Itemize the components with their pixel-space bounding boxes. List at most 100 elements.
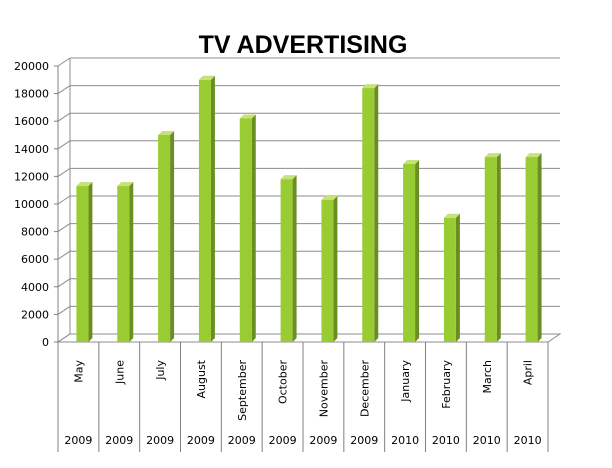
bar-front — [362, 88, 375, 342]
x-year-label: 2010 — [391, 434, 419, 447]
x-category-label: May — [72, 360, 85, 383]
bar-side — [537, 153, 542, 342]
x-category-label: August — [195, 359, 208, 398]
axis-layer: 0 2000 4000 6000 8000 10000 12000 14000 16000 180… — [14, 60, 562, 452]
gridline-depth — [57, 250, 71, 260]
bar-side — [333, 195, 338, 342]
bar-front — [158, 135, 171, 342]
y-tick-label: 0 — [42, 336, 49, 349]
y-tick-label: 18000 — [14, 88, 49, 101]
bar-top — [484, 153, 501, 158]
bar-top — [198, 75, 215, 80]
bar-front — [321, 199, 334, 342]
bar-top — [117, 182, 134, 187]
x-year-label: 2009 — [350, 434, 378, 447]
bar — [280, 175, 297, 342]
bar-side — [292, 175, 297, 342]
x-category-label: March — [481, 360, 494, 394]
y-tick-label: 20000 — [14, 60, 49, 73]
gridline-depth — [57, 195, 71, 205]
x-category-label: April — [522, 360, 535, 385]
chart-title: TV ADVERTISING — [199, 31, 408, 59]
bar-side — [374, 84, 379, 342]
x-year-label: 2009 — [105, 434, 133, 447]
bar-front — [443, 217, 456, 342]
x-category-label: February — [440, 360, 453, 409]
x-category-label: September — [236, 360, 249, 421]
bar — [484, 153, 501, 342]
x-year-label: 2009 — [64, 434, 92, 447]
bar — [525, 153, 542, 342]
gridline-depth — [57, 223, 71, 233]
gridline-depth — [57, 57, 71, 67]
bar-top — [158, 131, 175, 135]
x-category-label: June — [113, 360, 126, 385]
gridline-depth — [57, 305, 71, 315]
x-year-label: 2009 — [146, 434, 174, 447]
y-tick-label: 14000 — [14, 143, 49, 156]
bar — [239, 114, 256, 342]
bar-top — [280, 175, 297, 180]
gridline-depth — [57, 112, 71, 122]
bar — [76, 182, 93, 342]
bar-front — [280, 179, 293, 342]
x-category-label: July — [154, 360, 167, 381]
bar-top — [239, 114, 256, 119]
bars-layer — [76, 75, 542, 343]
bar-front — [198, 79, 211, 343]
y-tick-label: 8000 — [21, 226, 49, 239]
bar-side — [170, 131, 175, 342]
x-year-label: 2009 — [228, 434, 256, 447]
bar — [117, 182, 134, 342]
bar-side — [88, 182, 93, 342]
bar-front — [76, 186, 89, 342]
y-tick-label: 2000 — [21, 308, 49, 321]
bar — [321, 195, 338, 342]
bar-front — [525, 157, 538, 342]
x-category-label: December — [358, 360, 371, 418]
bar-top — [403, 159, 420, 164]
bar-front — [239, 118, 252, 342]
chart-floor — [56, 333, 562, 343]
bar-side — [251, 114, 256, 342]
y-tick-label: 4000 — [21, 281, 49, 294]
x-year-label: 2009 — [269, 434, 297, 447]
x-category-label: November — [317, 360, 330, 418]
x-category-label: October — [277, 360, 290, 404]
bar-side — [496, 153, 501, 342]
bar — [158, 131, 175, 342]
bar-front — [484, 157, 497, 342]
x-year-label: 2010 — [432, 434, 460, 447]
bar-top — [443, 213, 460, 218]
bar — [198, 75, 215, 343]
y-tick-label: 6000 — [21, 253, 49, 266]
bar-top — [321, 195, 338, 200]
gridline-depth — [57, 140, 71, 150]
x-year-label: 2010 — [473, 434, 501, 447]
x-category-label: January — [399, 360, 412, 403]
bar-top — [76, 182, 93, 187]
gridline-depth — [57, 167, 71, 177]
bar-side — [455, 213, 460, 342]
x-year-label: 2009 — [187, 434, 215, 447]
x-axis-labels: May June July August September October Novembe… — [64, 359, 541, 447]
bar-side — [210, 75, 215, 343]
bar-front — [403, 163, 416, 342]
gridline-depth — [57, 85, 71, 95]
bar-side — [415, 159, 420, 342]
x-year-label: 2010 — [514, 434, 542, 447]
y-tick-label: 16000 — [14, 115, 49, 128]
gridline-depth — [57, 278, 71, 288]
y-tick-label: 12000 — [14, 170, 49, 183]
bar-top — [525, 153, 542, 158]
bar-front — [117, 186, 130, 342]
x-year-label: 2009 — [309, 434, 337, 447]
bar-side — [129, 182, 134, 342]
bar-top — [362, 84, 379, 89]
grid-layer — [57, 57, 560, 343]
bar — [443, 213, 460, 342]
bar — [362, 84, 379, 342]
bar — [403, 159, 420, 342]
